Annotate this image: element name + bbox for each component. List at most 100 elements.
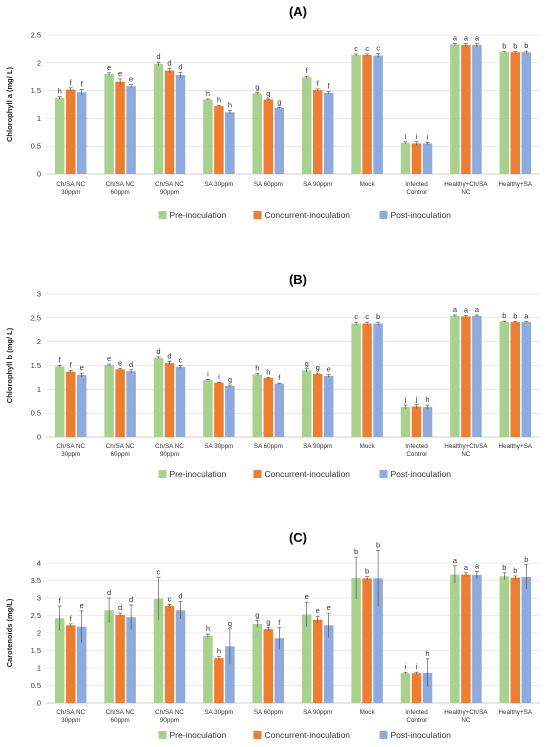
bar [263,629,274,703]
bar [104,610,114,703]
bar [521,52,532,174]
x-category-label: SA 90ppm [303,443,332,450]
y-tick-label: 1.5 [31,361,41,370]
panel-title: (B) [289,272,307,287]
legend-swatch [379,470,388,478]
bar [521,577,532,703]
x-category-label: NC [461,189,471,196]
significance-letter: a [453,33,458,42]
bar [54,366,65,437]
y-tick-label: 2 [37,629,41,638]
x-category-label: Ch/SA NC [56,181,85,188]
significance-letter: g [277,97,281,106]
bar [164,363,175,437]
bar [472,45,482,175]
significance-letter: f [81,79,84,88]
significance-letter: f [278,373,281,382]
x-category-label: Control [406,717,426,724]
legend-swatch [158,470,167,478]
significance-letter: b [376,540,380,549]
bar [373,323,383,437]
significance-letter: i [416,132,418,141]
bar [411,406,422,437]
significance-letter: e [107,354,111,363]
significance-letter: f [70,78,73,87]
x-category-label: Ch/SA NC [106,181,135,188]
x-category-label: 90ppm [160,189,179,196]
significance-letter: f [59,596,62,605]
significance-letter: e [107,63,111,72]
legend-swatch [253,731,262,739]
bar [65,625,76,703]
x-category-label: Ch/SA NC [56,443,85,450]
bar [164,606,175,703]
bar [115,81,125,174]
significance-letter: h [228,101,232,110]
bar [76,375,87,437]
bar [472,315,482,437]
bar [450,44,460,175]
x-category-label: SA 60ppm [254,709,283,716]
significance-letter: e [129,74,133,83]
bar [65,89,76,174]
x-category-label: Mock [360,709,376,716]
x-category-label: 60ppm [110,189,129,196]
bar [411,143,422,174]
significance-letter: c [376,43,380,52]
x-category-label: SA 30ppm [204,181,233,188]
bar [411,673,422,703]
legend-swatch [379,731,388,739]
significance-letter: h [425,395,429,404]
significance-letter: a [475,561,480,570]
bar [153,357,164,437]
bar [54,618,65,703]
bar [54,97,65,174]
bar [104,365,114,437]
bar [351,55,361,174]
significance-letter: a [464,305,469,314]
legend-swatch [253,470,262,478]
significance-letter: b [502,311,506,320]
bar [400,673,411,703]
legend-entry: Post-inoculation [391,730,452,740]
bar [104,73,114,174]
y-tick-label: 0.5 [31,681,41,690]
y-tick-label: 3 [37,594,41,603]
x-category-label: 60ppm [110,451,129,458]
bar [203,99,213,174]
bar [422,672,433,703]
significance-letter: b [365,567,369,576]
bar [115,369,125,437]
significance-letter: g [316,363,320,372]
bar [461,45,471,175]
significance-letter: c [365,44,369,53]
legend-entry: Post-inoculation [391,210,452,220]
legend-entry: Pre-inoculation [170,469,227,479]
significance-letter: g [255,82,259,91]
significance-letter: a [453,556,458,565]
significance-letter: f [70,614,73,623]
bar [252,93,263,174]
bar [214,382,224,437]
significance-letter: g [228,619,232,628]
significance-letter: j [404,395,407,404]
legend-entry: Pre-inoculation [170,730,227,740]
significance-letter: g [255,610,259,619]
panel-title: (C) [289,530,307,545]
significance-letter: i [218,372,220,381]
bar [323,92,334,174]
bar [362,55,372,174]
bar [362,578,372,703]
significance-letter: a [524,312,529,321]
significance-letter: d [178,62,182,71]
bar [312,374,323,437]
legend-swatch [158,211,167,219]
significance-letter: b [376,312,380,321]
x-category-label: SA 90ppm [303,181,332,188]
significance-letter: a [475,305,480,314]
x-category-label: Healthy+Ch/SA [444,443,488,450]
significance-letter: g [305,359,309,368]
y-tick-label: 4 [37,559,41,568]
